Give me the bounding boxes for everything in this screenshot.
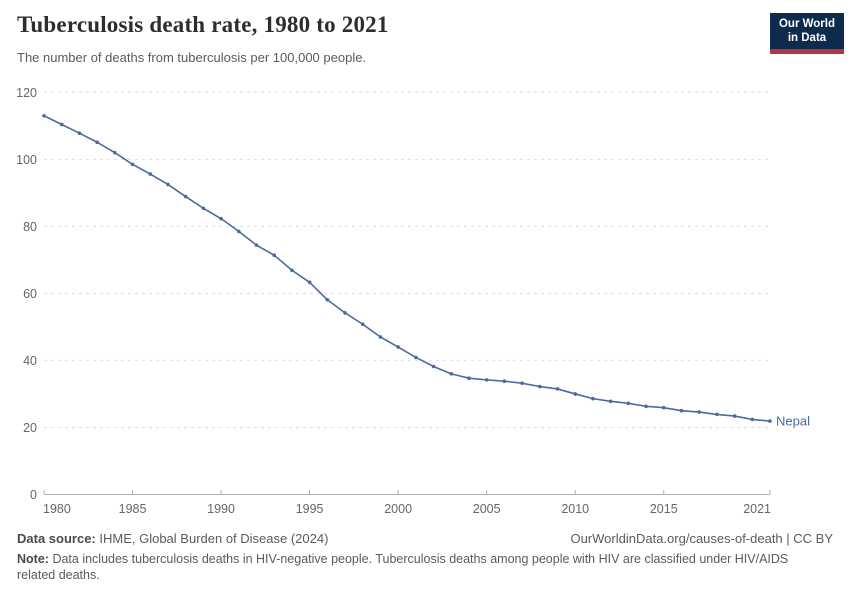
data-point — [573, 392, 578, 396]
data-point — [396, 345, 400, 349]
data-point — [414, 355, 418, 360]
owid-logo-line1: Our World — [778, 18, 835, 30]
series-line — [43, 115, 771, 422]
x-axis-tick-label: 1995 — [296, 502, 324, 516]
data-source-label: Data source: — [17, 531, 96, 546]
data-point — [307, 280, 312, 285]
chart-footer: Data source: IHME, Global Burden of Dise… — [17, 531, 833, 584]
y-axis-tick-label: 120 — [16, 86, 37, 100]
data-point — [219, 216, 223, 221]
data-point — [538, 384, 542, 389]
series-label: Nepal — [776, 414, 810, 429]
data-point — [343, 311, 347, 315]
data-source: Data source: IHME, Global Burden of Dise… — [17, 531, 328, 546]
x-axis-tick-label: 1985 — [119, 502, 147, 516]
data-point — [113, 150, 117, 155]
data-point — [608, 399, 613, 404]
x-axis-tick-label: 1990 — [207, 502, 235, 516]
y-axis-tick-label: 60 — [23, 287, 37, 301]
y-axis-tick-label: 40 — [23, 354, 37, 368]
data-point — [484, 378, 489, 382]
data-point — [59, 122, 64, 127]
data-point — [95, 140, 99, 145]
data-point — [325, 297, 330, 302]
data-point — [290, 268, 294, 273]
data-point — [467, 376, 471, 380]
data-point — [644, 404, 648, 409]
x-axis-tick-label: 2005 — [473, 502, 501, 516]
footer-note-value: Data includes tuberculosis deaths in HIV… — [17, 552, 789, 583]
data-point — [148, 172, 153, 176]
y-axis-tick-label: 0 — [30, 488, 37, 502]
footer-link[interactable]: OurWorldinData.org/causes-of-death | CC … — [570, 531, 833, 546]
owid-logo[interactable]: Our World in Data — [770, 13, 844, 55]
data-point — [201, 206, 206, 211]
data-point — [166, 182, 170, 187]
page-title: Tuberculosis death rate, 1980 to 2021 — [17, 12, 389, 37]
data-point — [130, 162, 135, 167]
data-point — [272, 253, 276, 257]
footer-note: Note: Data includes tuberculosis deaths … — [17, 551, 801, 584]
data-point — [732, 414, 737, 418]
chart-subtitle: The number of deaths from tuberculosis p… — [17, 50, 367, 65]
data-point — [431, 364, 436, 369]
line-chart: 0 20 40 60 80 100 120 1980 1985 1990 1995 2000 2005 2… — [16, 86, 810, 516]
data-point — [715, 412, 719, 417]
data-point — [520, 381, 524, 386]
data-point — [42, 113, 46, 118]
data-point — [768, 419, 772, 423]
x-axis-tick-label: 2021 — [743, 502, 771, 516]
data-point — [360, 322, 365, 327]
footer-note-label: Note: — [17, 552, 49, 566]
data-point — [77, 131, 82, 135]
data-point — [591, 396, 595, 401]
y-axis-tick-label: 80 — [23, 220, 37, 234]
data-point — [697, 410, 701, 414]
owid-logo-line2: in Data — [787, 31, 827, 44]
data-point — [502, 379, 507, 384]
y-axis-tick-label: 20 — [23, 421, 37, 435]
data-point — [679, 408, 684, 413]
x-axis-tick-label: 2015 — [650, 502, 678, 516]
data-point — [254, 243, 259, 247]
data-point — [449, 372, 454, 376]
x-axis-tick-label: 2010 — [561, 502, 589, 516]
data-point — [661, 405, 666, 410]
data-point — [555, 387, 560, 391]
data-point — [378, 335, 383, 339]
data-point — [183, 194, 188, 199]
data-source-value: IHME, Global Burden of Disease (2024) — [99, 531, 329, 546]
x-axis-tick-label: 1980 — [43, 502, 71, 516]
x-axis-tick-label: 2000 — [384, 502, 412, 516]
data-point — [236, 229, 241, 234]
y-axis-tick-label: 100 — [16, 153, 37, 167]
data-point — [626, 401, 631, 406]
data-point — [750, 417, 755, 422]
